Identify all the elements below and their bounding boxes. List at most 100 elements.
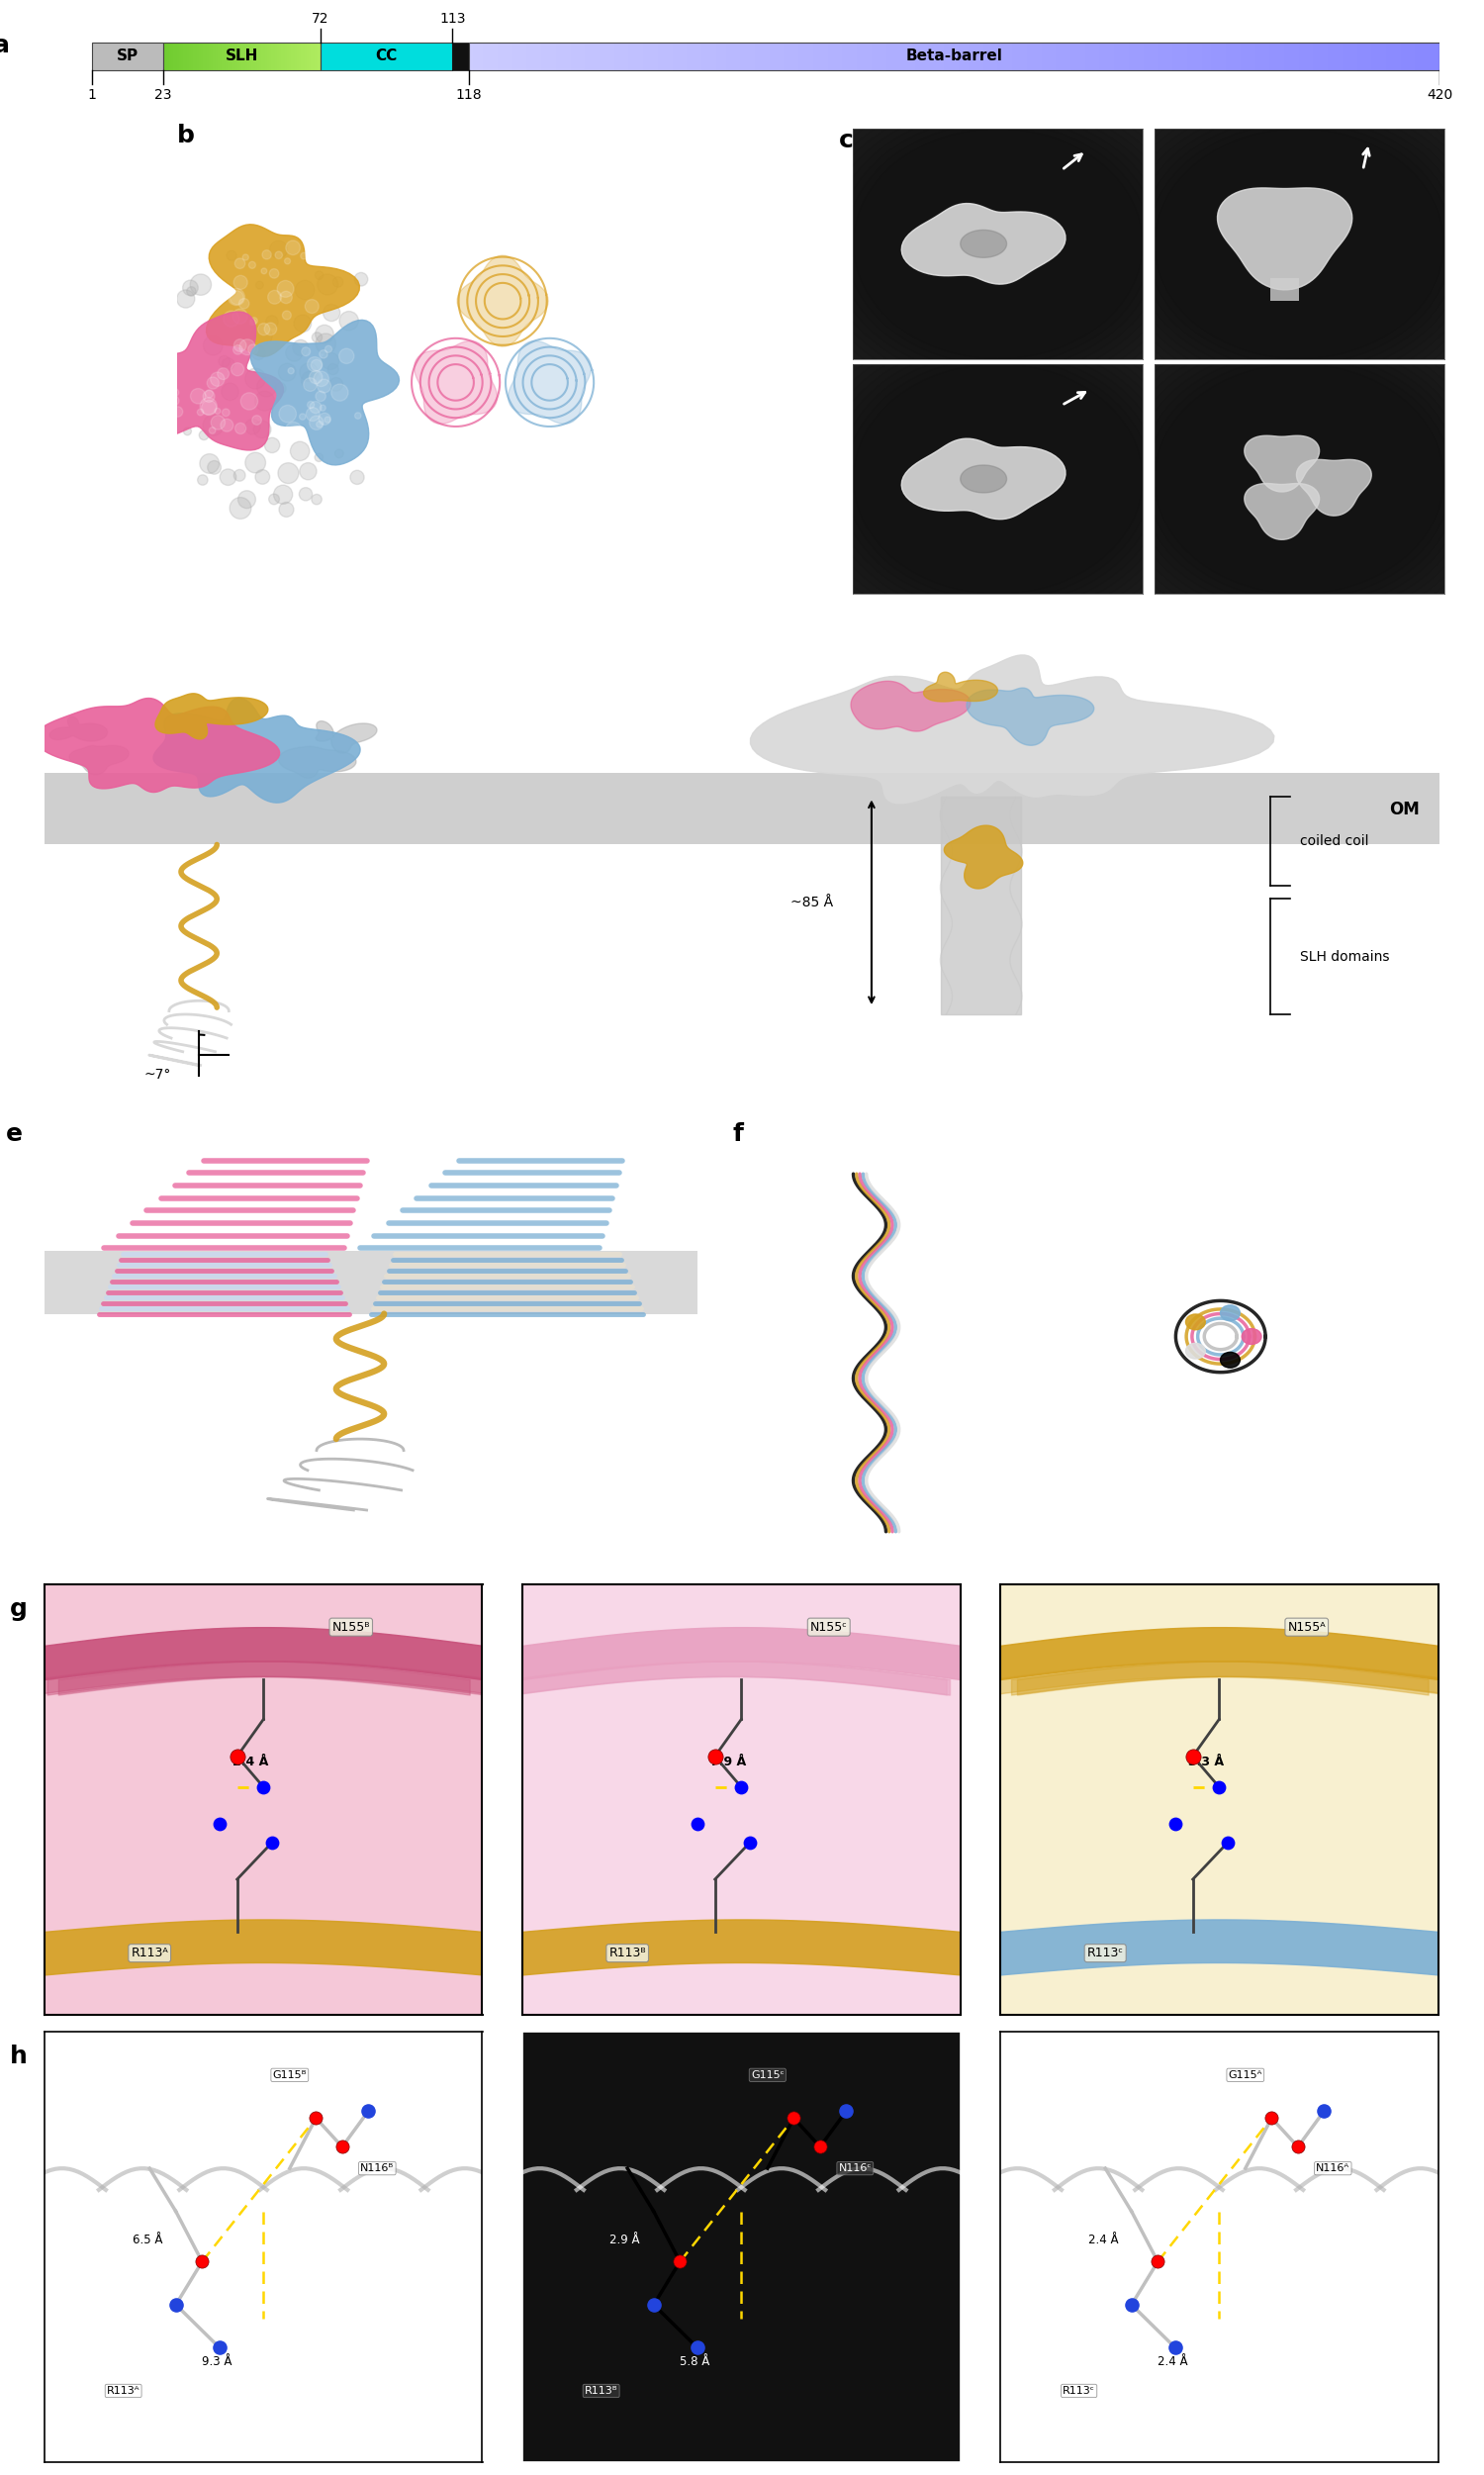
Circle shape [251, 317, 258, 324]
Bar [546, 42, 552, 69]
Bar [1017, 42, 1024, 69]
Circle shape [183, 280, 197, 295]
Bar [217, 42, 220, 69]
Bar [692, 42, 699, 69]
Point [1163, 2329, 1187, 2369]
Text: 1: 1 [88, 89, 96, 101]
Bar [683, 42, 689, 69]
Point [1146, 2242, 1169, 2282]
Polygon shape [70, 745, 129, 775]
Point [782, 2099, 806, 2138]
Circle shape [331, 384, 349, 401]
Bar [867, 42, 873, 69]
Circle shape [350, 470, 364, 485]
Bar [1275, 42, 1281, 69]
Bar [1420, 42, 1426, 69]
Circle shape [328, 364, 338, 374]
Circle shape [312, 359, 322, 371]
Bar [478, 42, 485, 69]
Bar [1061, 42, 1067, 69]
Bar [211, 42, 214, 69]
Bar [711, 42, 718, 69]
Polygon shape [251, 319, 399, 465]
Bar [794, 42, 800, 69]
Bar [1100, 42, 1106, 69]
Bar [852, 42, 858, 69]
Text: R113ᴮ: R113ᴮ [585, 2386, 617, 2396]
Bar [171, 42, 174, 69]
Bar [1245, 42, 1251, 69]
Bar [184, 42, 187, 69]
Bar [1158, 42, 1165, 69]
Circle shape [278, 280, 294, 297]
Bar [1143, 42, 1150, 69]
Bar [1322, 42, 1330, 69]
Bar [272, 42, 275, 69]
Bar [469, 42, 1439, 69]
Bar [1386, 42, 1392, 69]
Polygon shape [944, 827, 1022, 889]
Text: 23: 23 [154, 89, 172, 101]
Point [1208, 1767, 1232, 1807]
Circle shape [218, 356, 230, 366]
Bar [321, 42, 453, 69]
Polygon shape [414, 342, 497, 423]
Text: b: b [177, 124, 194, 148]
Point [260, 1822, 283, 1861]
Bar [310, 42, 313, 69]
Bar [297, 42, 300, 69]
Bar [493, 42, 499, 69]
Circle shape [288, 369, 294, 374]
Bar [1076, 42, 1082, 69]
Circle shape [291, 441, 310, 460]
Polygon shape [139, 312, 283, 450]
Point [356, 2091, 380, 2131]
Bar [643, 42, 650, 69]
Circle shape [233, 344, 242, 354]
Circle shape [322, 351, 338, 369]
Bar [672, 42, 678, 69]
Bar [286, 42, 289, 69]
Point [834, 2091, 858, 2131]
Circle shape [303, 379, 318, 391]
Circle shape [1186, 1344, 1205, 1359]
Bar [230, 42, 233, 69]
Bar [576, 42, 582, 69]
Circle shape [279, 364, 295, 381]
Bar [178, 42, 181, 69]
Bar [736, 42, 742, 69]
Bar [657, 42, 665, 69]
Point [730, 1767, 752, 1807]
Bar [1230, 42, 1238, 69]
Bar [696, 42, 703, 69]
Circle shape [203, 416, 224, 436]
Circle shape [300, 364, 318, 381]
Circle shape [338, 349, 355, 364]
Bar [522, 42, 528, 69]
Circle shape [229, 290, 245, 304]
Circle shape [355, 272, 368, 287]
Point [208, 1804, 232, 1844]
Bar [1057, 42, 1063, 69]
Text: Beta-barrel: Beta-barrel [905, 50, 1002, 64]
Bar [187, 42, 190, 69]
Bar [1070, 42, 1077, 69]
Bar [453, 42, 469, 69]
Bar [249, 42, 252, 69]
Bar [214, 42, 217, 69]
Circle shape [1242, 1329, 1261, 1344]
Circle shape [233, 309, 248, 324]
Bar [298, 42, 301, 69]
Bar [954, 42, 960, 69]
Circle shape [252, 416, 261, 426]
Circle shape [234, 257, 245, 270]
Point [226, 1737, 249, 1777]
Bar [910, 42, 917, 69]
Bar [982, 42, 990, 69]
Bar [809, 42, 815, 69]
Bar [194, 42, 197, 69]
Circle shape [221, 384, 239, 401]
Bar [301, 42, 304, 69]
Circle shape [205, 389, 214, 398]
Bar [668, 42, 674, 69]
